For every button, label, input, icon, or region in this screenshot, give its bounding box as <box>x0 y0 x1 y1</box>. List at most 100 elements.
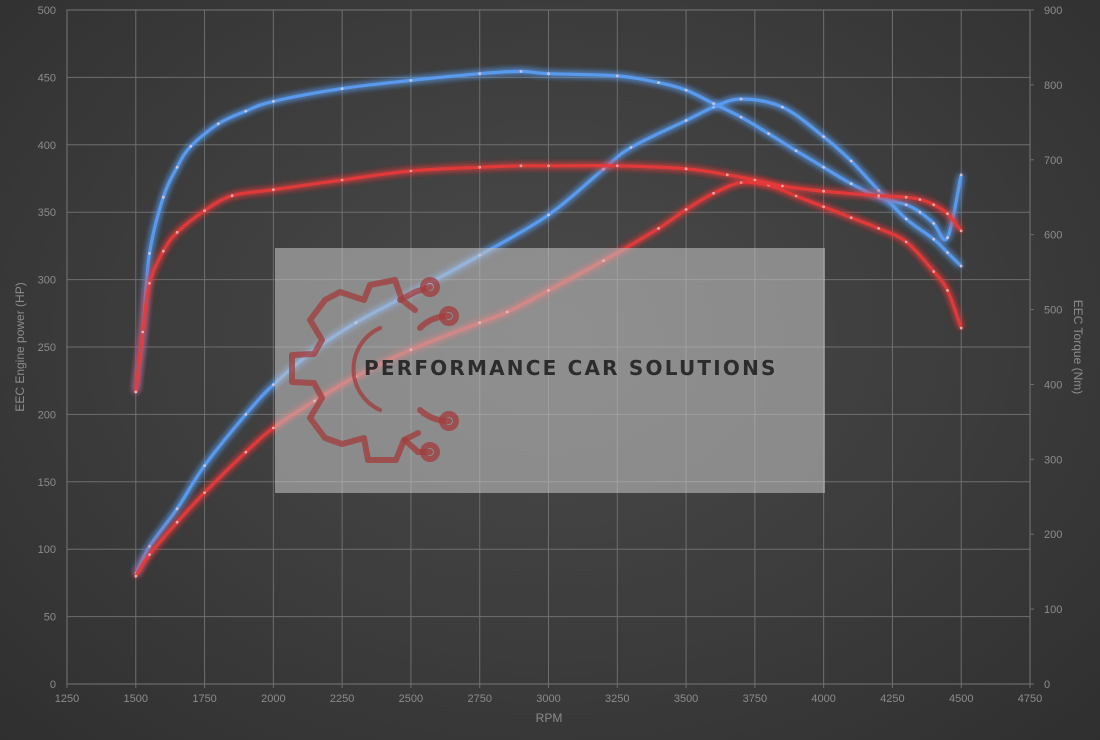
series-line <box>134 180 963 578</box>
y-right-tick-label: 300 <box>1044 454 1062 466</box>
data-point <box>959 264 963 268</box>
data-point <box>519 164 523 168</box>
y-left-tick-label: 150 <box>38 477 56 489</box>
data-point <box>272 188 275 192</box>
data-point <box>409 169 413 173</box>
y-left-tick-label: 200 <box>38 409 56 421</box>
series-line <box>134 69 963 393</box>
data-point <box>189 144 193 148</box>
data-point <box>203 464 207 467</box>
y-right-tick-label: 500 <box>1044 305 1062 317</box>
data-point <box>134 390 138 394</box>
y-left-tick-label: 500 <box>38 5 56 17</box>
x-axis-ticks: 1250 1500 1750 2000 2250 2500 2750 3000 3250 3500… <box>55 684 1042 705</box>
x-tick-label: 2250 <box>330 693 354 705</box>
x-tick-label: 3750 <box>743 693 767 705</box>
series-right-stock <box>134 163 963 394</box>
data-point <box>918 210 922 214</box>
data-point <box>340 178 344 182</box>
y-right-tick-label: 200 <box>1044 529 1062 541</box>
grid-lines <box>66 9 1031 685</box>
data-point <box>877 227 881 230</box>
y-left-tick-label: 0 <box>50 679 56 691</box>
data-point <box>602 167 605 171</box>
data-point <box>946 236 949 240</box>
data-point <box>230 194 234 198</box>
data-point <box>918 198 922 201</box>
x-tick-label: 4750 <box>1018 693 1042 705</box>
data-point <box>739 115 743 119</box>
data-point <box>932 203 936 207</box>
data-point <box>161 249 165 253</box>
data-point <box>684 119 688 122</box>
y-left-tick-label: 50 <box>44 612 56 624</box>
data-point <box>684 208 688 211</box>
series-layer <box>134 69 963 578</box>
y-right-tick-label: 800 <box>1044 80 1062 92</box>
data-point <box>904 217 908 221</box>
data-point <box>244 413 248 416</box>
data-point <box>849 159 853 163</box>
x-tick-label: 3250 <box>605 693 629 705</box>
data-point <box>148 545 151 548</box>
data-point <box>547 164 550 168</box>
data-point <box>904 203 908 207</box>
data-point <box>822 189 825 193</box>
data-point <box>781 184 784 188</box>
data-point <box>141 330 145 334</box>
y-right-tick-label: 0 <box>1044 679 1050 691</box>
y-left-tick-label: 100 <box>38 544 56 556</box>
y-left-tick-label: 350 <box>38 207 56 219</box>
data-point <box>340 87 344 90</box>
x-tick-label: 3500 <box>674 693 698 705</box>
data-point <box>794 194 798 198</box>
data-point <box>148 252 151 255</box>
data-point <box>877 189 881 193</box>
data-point <box>519 70 523 73</box>
data-point <box>547 213 550 217</box>
data-point <box>272 383 275 387</box>
data-point <box>932 222 936 225</box>
y-left-tick-label: 300 <box>38 275 56 287</box>
data-point <box>175 507 179 511</box>
watermark-text: PERFORMANCE CAR SOLUTIONS <box>364 356 778 380</box>
data-point <box>712 105 715 109</box>
data-point <box>615 74 619 78</box>
data-point <box>175 165 179 169</box>
y-left-tick-label: 250 <box>38 342 56 354</box>
data-point <box>409 79 413 82</box>
x-tick-label: 2500 <box>399 693 423 705</box>
y-left-tick-label: 400 <box>38 140 56 152</box>
data-point <box>615 164 619 168</box>
left-axis-ticks: 0 50 100 150 200 250 300 350 400 450 500 <box>38 5 56 691</box>
data-point <box>161 195 165 199</box>
data-point <box>767 132 770 136</box>
data-point <box>959 229 963 233</box>
x-tick-label: 3000 <box>536 693 560 705</box>
y-left-tick-label: 450 <box>38 72 56 84</box>
data-point <box>244 450 248 454</box>
data-point <box>175 231 179 234</box>
data-point <box>203 209 207 213</box>
data-point <box>148 281 151 285</box>
data-point <box>959 326 963 330</box>
x-tick-label: 4500 <box>949 693 973 705</box>
data-point <box>134 574 138 578</box>
right-axis-title: EEC Torque (Nm) <box>1071 300 1085 394</box>
data-point <box>272 100 275 103</box>
data-point <box>822 135 825 139</box>
y-right-tick-label: 700 <box>1044 155 1062 167</box>
x-tick-label: 1250 <box>55 693 79 705</box>
data-point <box>946 251 949 255</box>
data-point <box>657 81 660 84</box>
x-tick-label: 1750 <box>192 693 216 705</box>
series-left-tuned <box>134 97 963 575</box>
x-axis-title: RPM <box>536 711 563 725</box>
data-point <box>904 195 908 199</box>
data-point <box>684 88 688 92</box>
data-point <box>822 165 825 169</box>
x-tick-label: 2750 <box>467 693 491 705</box>
gear-circuit-logo-icon <box>289 277 459 463</box>
data-point <box>849 216 853 220</box>
